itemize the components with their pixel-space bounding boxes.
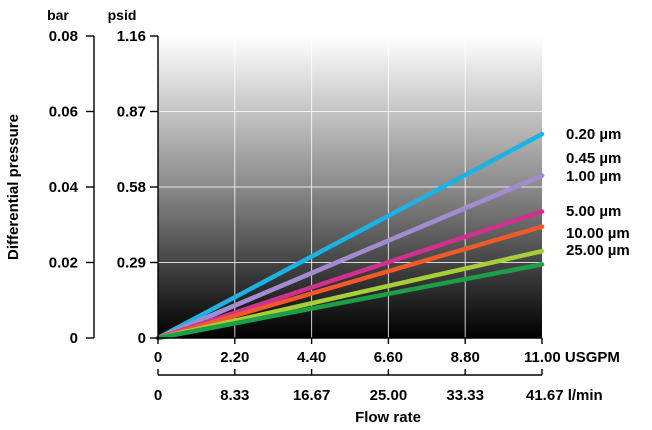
x-tick-label-usgpm: 2.20 [220, 349, 249, 366]
y-tick-label-psid: 0.58 [117, 179, 146, 196]
y-tick-label-psid: 0.87 [117, 104, 146, 121]
grid [158, 35, 542, 338]
y-tick-label-bar: 0.04 [49, 179, 79, 196]
x-tick-label-lmin: 8.33 [220, 387, 249, 404]
series-line [155, 173, 545, 341]
y-unit-psid: psid [108, 7, 137, 23]
y-tick-label-psid: 0 [138, 330, 146, 347]
legend-label: 0.20 µm [566, 126, 621, 143]
y-tick-label-psid: 0.29 [117, 255, 146, 272]
y-tick-label-bar: 0 [70, 330, 78, 347]
legend-label: 10.00 µm [566, 225, 630, 242]
legend-label: 25.00 µm [566, 242, 630, 259]
legend: 0.20 µm 0.45 µm1.00 µm 5.00 µm 10.00 µm25.0… [566, 126, 630, 259]
x-tick-label-lmin: 41.67 l/min [526, 387, 603, 404]
x-tick-label-lmin: 16.67 [293, 387, 331, 404]
x-tick-label-lmin: 33.33 [446, 387, 484, 404]
x-axis-title: Flow rate [355, 409, 421, 426]
x-tick-label-lmin: 25.00 [370, 387, 408, 404]
series-group [155, 131, 545, 341]
x-tick-label-usgpm: 8.80 [451, 349, 480, 366]
y-tick-label-psid: 1.16 [117, 28, 146, 45]
ticks: 0 0.02 0.04 0.06 0.08 0 0.29 0.58 0.87 1.16 0 2.20 4… [49, 28, 620, 404]
series-line [155, 131, 545, 341]
y-unit-bar: bar [47, 7, 69, 23]
y-tick-label-bar: 0.08 [49, 28, 78, 45]
series-line [155, 224, 545, 341]
y-tick-label-bar: 0.06 [49, 104, 78, 121]
legend-label: 0.45 µm [566, 150, 621, 167]
x-tick-label-usgpm: 6.60 [374, 349, 403, 366]
x-tick-label-usgpm: 0 [154, 349, 162, 366]
legend-label: 5.00 µm [566, 203, 621, 220]
x-tick-label-usgpm: 4.40 [297, 349, 326, 366]
y-tick-label-bar: 0.02 [49, 255, 78, 272]
x-tick-label-usgpm: 11.00 USGPM [524, 349, 620, 366]
series-line [155, 262, 545, 341]
series-line [155, 209, 545, 341]
x-tick-label-lmin: 0 [154, 387, 162, 404]
legend-label: 1.00 µm [566, 168, 621, 185]
y-axis-title: Differential pressure [5, 114, 22, 260]
